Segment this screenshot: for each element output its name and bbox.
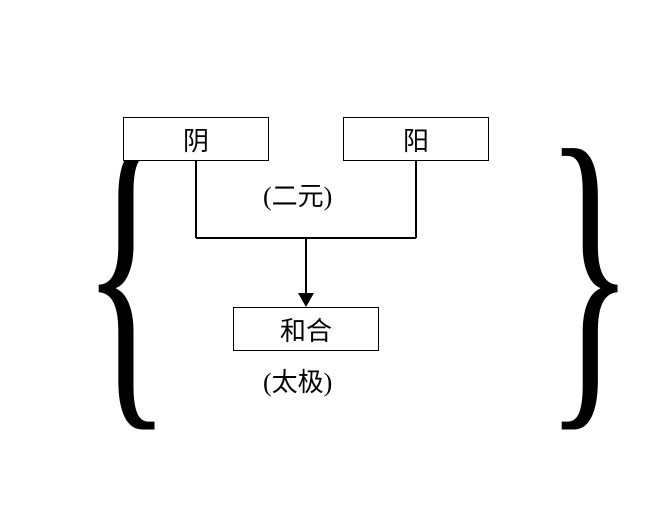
node-yin-label: 阴 — [183, 121, 209, 158]
diagram-canvas: { } 阴 阳 和合 (二元) (太极) — [0, 0, 647, 516]
node-hehe-label: 和合 — [280, 311, 332, 348]
node-yang-label: 阳 — [403, 121, 429, 158]
node-yang: 阳 — [343, 117, 489, 161]
annotation-taiji: (太极) — [263, 362, 332, 399]
node-yin: 阴 — [123, 117, 269, 161]
node-hehe: 和合 — [233, 307, 379, 351]
right-brace: } — [545, 100, 635, 440]
annotation-eryuan: (二元) — [263, 176, 332, 213]
